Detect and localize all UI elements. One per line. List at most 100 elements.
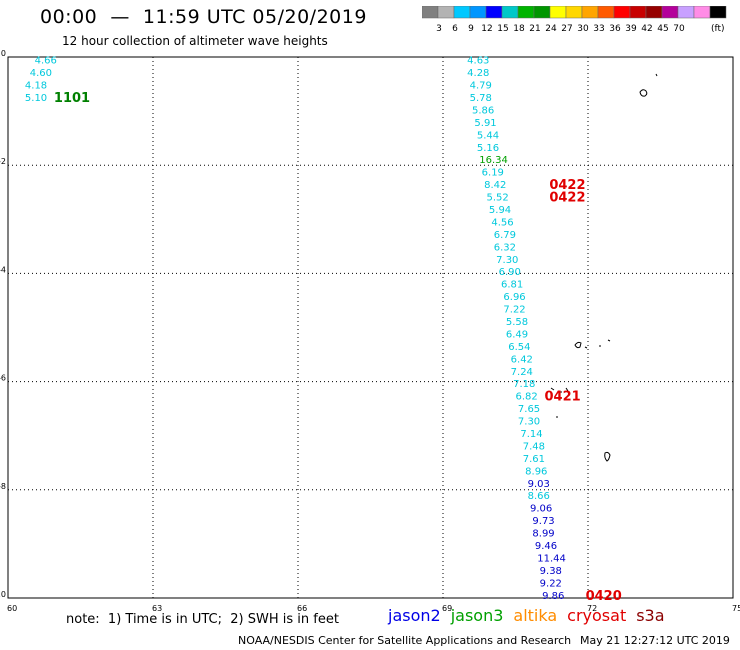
wave-height-value: 9.38 [540, 566, 562, 577]
map-subtitle: 12 hour collection of altimeter wave hei… [62, 34, 328, 48]
colorbar-label: 15 [497, 24, 508, 32]
wave-height-value: 5.10 [25, 93, 47, 104]
wave-height-value: 9.22 [540, 578, 562, 589]
wave-height-value: 16.34 [479, 155, 508, 166]
wave-height-value: 9.86 [542, 591, 564, 602]
wave-height-value: 4.56 [491, 217, 513, 228]
y-tick-label: -2 [0, 157, 6, 166]
colorbar-label: 30 [577, 24, 589, 32]
x-tick-label: 63 [152, 604, 162, 613]
wave-height-value: 5.91 [474, 118, 496, 129]
wave-height-value: 6.81 [501, 280, 523, 291]
colorbar-label: 9 [468, 24, 474, 32]
pass-time-label: 0421 [545, 390, 581, 405]
colorbar-label: 33 [593, 24, 604, 32]
wave-height-value: 7.61 [523, 454, 545, 465]
wave-height-value: 7.22 [503, 305, 525, 316]
y-tick-label: -8 [0, 482, 6, 491]
legend-cryosat: cryosat [567, 606, 627, 625]
legend-jason2: jason2 [388, 606, 441, 625]
x-tick-label: 72 [587, 604, 597, 613]
x-tick-label: 60 [7, 604, 17, 613]
colorbar-unit: (ft) [711, 24, 725, 32]
wave-height-value: 6.49 [506, 329, 528, 340]
colorbar-label: 27 [561, 24, 572, 32]
wave-height-value: 7.65 [518, 404, 540, 415]
island-outline [574, 339, 611, 349]
satellite-legend: jason2 jason3 altika cryosat s3a [388, 606, 675, 625]
island-outline [655, 73, 658, 77]
wave-height-value: 6.90 [499, 267, 521, 278]
x-tick-label: 66 [297, 604, 307, 613]
legend-altika: altika [513, 606, 558, 625]
map-title: 00:00 — 11:59 UTC 05/20/2019 [40, 6, 367, 28]
colorbar-label: 39 [625, 24, 637, 32]
wave-height-value: 4.63 [467, 56, 489, 67]
wave-height-value: 9.73 [532, 516, 554, 527]
wave-height-value: 6.19 [482, 168, 504, 179]
x-tick-label: 69 [442, 604, 452, 613]
units-note: note: 1) Time is in UTC; 2) SWH is in fe… [66, 612, 339, 627]
colorbar-swatch [709, 6, 727, 19]
island-outline [550, 387, 569, 418]
wave-height-value: 4.18 [25, 81, 47, 92]
wave-height-value: 6.96 [503, 292, 525, 303]
wave-height-value: 8.66 [528, 491, 550, 502]
colorbar-label: 45 [657, 24, 668, 32]
wave-height-value: 6.82 [516, 392, 538, 403]
wave-height-value: 5.86 [472, 105, 494, 116]
wave-height-value: 6.32 [494, 242, 516, 253]
wave-height-value: 8.42 [484, 180, 506, 191]
pass-time-label: 0422 [549, 191, 585, 206]
pass-time-label: 0422 [549, 178, 585, 193]
wave-height-value: 7.14 [520, 429, 542, 440]
colorbar-label: 24 [545, 24, 557, 32]
wave-height-value: 11.44 [537, 553, 566, 564]
wave-height-value: 7.30 [496, 255, 518, 266]
wave-height-value: 5.44 [477, 130, 499, 141]
colorbar-label: 21 [529, 24, 540, 32]
island-outline [639, 89, 648, 97]
wave-height-value: 6.79 [494, 230, 516, 241]
wave-height-value: 8.96 [525, 466, 547, 477]
wave-height-value: 4.66 [35, 56, 57, 67]
wave-height-value: 4.60 [30, 68, 52, 79]
wave-height-value: 9.06 [530, 504, 552, 515]
wave-height-value: 9.46 [535, 541, 557, 552]
y-tick-label: -10 [0, 590, 6, 599]
y-tick-label: 0 [1, 49, 6, 58]
legend-s3a: s3a [636, 606, 665, 625]
generated-timestamp: May 21 12:27:12 UTC 2019 [580, 634, 730, 647]
x-tick-label: 75 [732, 604, 740, 613]
wave-height-value: 7.24 [511, 367, 533, 378]
pass-time-label: 1101 [54, 91, 90, 106]
wave-height-value: 4.79 [470, 81, 492, 92]
wave-height-value: 7.30 [518, 417, 540, 428]
colorbar-label: 70 [673, 24, 685, 32]
colorbar-label: 12 [481, 24, 492, 32]
wave-height-value: 5.94 [489, 205, 511, 216]
colorbar-label: 18 [513, 24, 525, 32]
colorbar-label: 6 [452, 24, 458, 32]
wave-height-value: 4.28 [467, 68, 489, 79]
wave-height-value: 5.52 [487, 193, 509, 204]
pass-time-label: 0420 [586, 589, 622, 604]
colorbar-label: 42 [641, 24, 652, 32]
colorbar-label: 3 [436, 24, 442, 32]
wave-height-value: 5.58 [506, 317, 528, 328]
wave-height-value: 7.48 [523, 441, 545, 452]
y-tick-label: -4 [0, 265, 6, 274]
wave-height-value: 6.54 [508, 342, 530, 353]
credit-line: NOAA/NESDIS Center for Satellite Applica… [238, 634, 572, 647]
wave-height-value: 9.03 [528, 479, 550, 490]
legend-jason3: jason3 [450, 606, 504, 625]
wave-height-value: 5.78 [470, 93, 492, 104]
wave-height-value: 5.16 [477, 143, 499, 154]
wave-height-colorbar: 3 6 9 12 15 18 21 24 27 30 33 36 39 42 45 70 (ft) [422, 6, 727, 32]
wave-height-value: 6.42 [511, 354, 533, 365]
map-frame [7, 56, 734, 599]
island-outline [604, 451, 611, 462]
colorbar-label: 36 [609, 24, 621, 32]
wave-height-value: 8.99 [532, 529, 554, 540]
